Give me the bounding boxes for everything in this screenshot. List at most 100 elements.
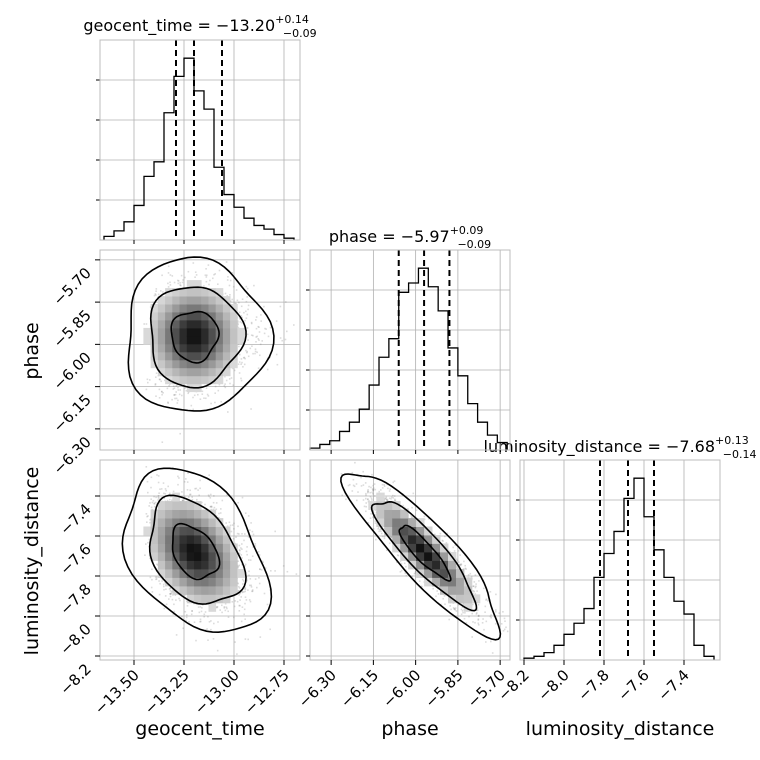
scatter-point [203,397,205,399]
scatter-point [213,273,215,276]
scatter-point [233,616,235,619]
scatter-point [205,629,207,631]
scatter-point [242,366,244,368]
scatter-point [282,565,285,567]
scatter-point [197,606,200,608]
scatter-point [167,485,169,488]
scatter-point [173,394,176,396]
scatter-point [237,323,239,326]
density-cell [179,367,188,377]
density-cell [194,280,202,289]
scatter-point [176,402,179,404]
scatter-point [181,491,183,493]
density-cell [208,367,217,377]
scatter-point [200,620,202,623]
scatter-point [262,561,264,564]
scatter-point [258,331,261,333]
density-cell [215,320,224,329]
scatter-point [241,533,243,535]
density-cell [150,304,159,313]
density-cell [150,351,159,361]
scatter-point [206,393,209,396]
title-luminosity-distance: luminosity_distance = −7.68+0.13 −0.14 [484,434,757,461]
density-cell [179,327,188,337]
xlabel-luminosity-distance: luminosity_distance [526,718,715,740]
scatter-point [159,582,161,585]
scatter-point [155,294,157,296]
scatter-point [232,384,234,386]
density-cell [172,375,180,385]
scatter-point [160,380,162,383]
scatter-point [250,586,253,588]
density-cell [194,343,202,353]
scatter-point [231,367,234,370]
scatter-point [193,621,196,623]
scatter-point [187,392,189,395]
scatter-point [207,639,209,641]
scatter-point [169,590,172,592]
scatter-point [253,284,255,287]
scatter-point [247,536,250,538]
scatter-point [205,280,208,283]
scatter-point [167,286,170,288]
density-cell [201,288,209,297]
scatter-point [159,488,161,490]
density-cell [172,327,180,337]
scatter-point [241,298,244,300]
scatter-point [171,598,174,601]
scatter-point [158,580,160,582]
scatter-point [145,543,147,545]
scatter-point [218,269,221,272]
scatter-point [158,378,161,381]
density-cell [230,304,238,313]
scatter-point [204,274,207,276]
scatter-point [235,303,237,305]
scatter-point [155,376,157,378]
hist-panel-geocent_time [96,40,300,240]
hist-phase-frame [309,249,511,451]
scatter-point [181,499,184,502]
density-cell [230,351,238,361]
scatter-point [237,565,240,568]
scatter-point [279,305,282,308]
scatter-point [179,282,181,284]
scatter-point [177,475,179,478]
scatter-point [206,274,208,277]
density-cell [194,320,202,329]
density-cell [208,288,217,297]
scatter-point [185,616,188,619]
density-cell [222,351,231,361]
scatter-point [171,499,173,502]
scatter-point [150,498,152,500]
scatter-point [252,352,254,355]
scatter-point [146,480,149,483]
scatter-point [182,279,184,281]
scatter-point [281,339,283,342]
scatter-point [248,570,250,573]
scatter-point [243,363,246,366]
scatter-point [199,620,201,623]
scatter-point [214,392,216,394]
scatter-point [195,639,197,642]
scatter-point [239,599,241,601]
scatter-point [147,491,149,494]
scatter-point [257,325,259,328]
density-cell [215,288,224,297]
density-cell [157,320,166,329]
scatter-point [210,505,213,508]
scatter-point [256,335,258,338]
scatter-point [186,481,189,483]
density-cell [143,335,151,345]
scatter-point [169,492,171,495]
density-0-frame [99,249,301,451]
scatter-point [255,336,257,338]
density-cell [165,359,173,369]
scatter-point [156,576,158,578]
scatter-point [146,515,148,518]
scatter-point [240,620,243,623]
scatter-point [237,567,239,569]
scatter-point [230,530,233,533]
scatter-point [227,616,230,618]
density-cell [222,367,231,377]
